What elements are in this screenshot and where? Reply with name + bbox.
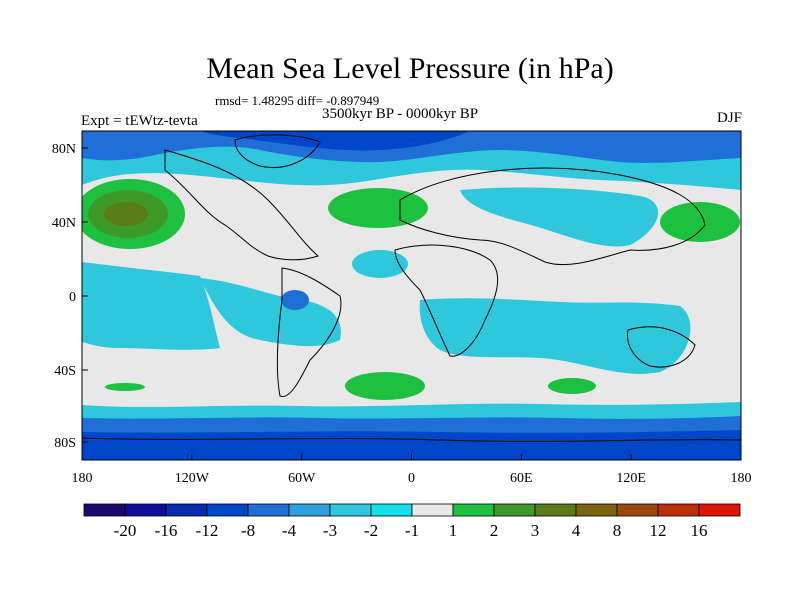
north-atlantic-anomaly xyxy=(328,188,428,228)
eurasia-outline xyxy=(399,167,706,266)
south-indian-anomaly xyxy=(548,378,596,394)
colorbar-swatch xyxy=(288,503,331,517)
east-pacific-cyan xyxy=(82,262,220,350)
lon-label: 120E xyxy=(616,471,646,486)
colorbar: -20 -16 -12 -8 -4 -3 -2 -1 1 2 3 4 8 12 16 xyxy=(83,503,741,540)
map-field xyxy=(82,131,741,460)
colorbar-swatch xyxy=(329,503,372,517)
colorbar-swatch xyxy=(575,503,618,517)
colorbar-label: -4 xyxy=(282,521,297,540)
indian-ocean-cyan xyxy=(419,298,691,374)
colorbar-swatch xyxy=(247,503,290,517)
south-pacific-anomaly xyxy=(105,383,145,391)
colorbar-label: 16 xyxy=(691,521,708,540)
experiment-label: Expt = tEWtz-tevta xyxy=(81,113,198,129)
africa-outline xyxy=(394,244,499,357)
colorbar-label: -3 xyxy=(323,521,337,540)
lat-label: 0 xyxy=(69,290,76,305)
colorbar-swatch xyxy=(493,503,536,517)
period-text: 3500kyr BP - 0000kyr BP xyxy=(322,106,479,122)
latitude-labels: 80N 40N 0 40S 80S xyxy=(52,142,88,451)
colorbar-swatch xyxy=(83,503,126,517)
coastlines xyxy=(82,134,741,442)
colorbar-label: 8 xyxy=(613,521,622,540)
south-atlantic-anomaly xyxy=(345,372,425,400)
east-pacific-anomaly xyxy=(660,202,740,242)
colorbar-label: 3 xyxy=(531,521,540,540)
colorbar-swatch xyxy=(165,503,208,517)
amazon-blue xyxy=(281,290,309,310)
north-america-outline xyxy=(164,149,319,261)
tropical-atlantic-cyan xyxy=(352,250,408,278)
colorbar-label: 1 xyxy=(449,521,458,540)
colorbar-swatch xyxy=(452,503,495,517)
map-title: Mean Sea Level Pressure (in hPa) xyxy=(206,52,614,85)
north-pacific-anomaly-core xyxy=(104,202,148,226)
lon-label: 60W xyxy=(288,471,316,486)
antarctic-dark-blue xyxy=(82,430,741,460)
lat-label: 80N xyxy=(52,142,76,157)
rmsd-diff-text: rmsd= 1.48295 diff= -0.897949 xyxy=(215,93,380,108)
colorbar-label: 2 xyxy=(490,521,499,540)
south-america-outline xyxy=(276,267,342,397)
colorbar-swatch xyxy=(698,503,741,517)
arctic-dark-blue xyxy=(200,131,470,151)
season-label: DJF xyxy=(716,110,742,126)
lat-label: 80S xyxy=(54,436,76,451)
colorbar-swatch xyxy=(657,503,700,517)
colorbar-label: -12 xyxy=(196,521,219,540)
colorbar-label: -8 xyxy=(241,521,255,540)
colorbar-swatch xyxy=(124,503,167,517)
colorbar-label: -16 xyxy=(155,521,178,540)
australia-outline xyxy=(626,326,696,368)
colorbar-swatch xyxy=(206,503,249,517)
lon-label: 0 xyxy=(408,471,415,486)
lat-label: 40N xyxy=(52,216,76,231)
greenland-outline xyxy=(234,134,321,168)
colorbar-swatch xyxy=(411,503,454,517)
colorbar-swatch xyxy=(370,503,413,517)
eurasia-cyan xyxy=(460,187,659,247)
colorbar-label: 12 xyxy=(650,521,667,540)
longitude-labels: 180 120W 60W 0 60E 120E 180 xyxy=(72,454,752,486)
lon-label: 120W xyxy=(175,471,210,486)
lat-label: 40S xyxy=(54,364,76,379)
colorbar-label: -1 xyxy=(405,521,419,540)
colorbar-label: -2 xyxy=(364,521,378,540)
colorbar-swatch xyxy=(534,503,577,517)
lon-label: 180 xyxy=(72,471,93,486)
south-america-cyan xyxy=(200,278,341,347)
antarctica-outline xyxy=(82,437,741,442)
colorbar-label: 4 xyxy=(572,521,581,540)
lon-label: 180 xyxy=(731,471,752,486)
colorbar-swatch xyxy=(616,503,659,517)
colorbar-label: -20 xyxy=(114,521,137,540)
lon-label: 60E xyxy=(510,471,533,486)
